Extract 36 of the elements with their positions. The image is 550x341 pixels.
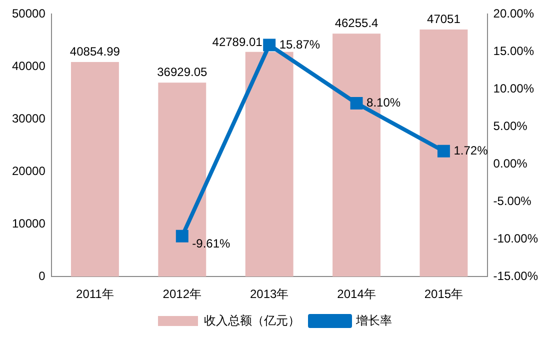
legend-label: 收入总额（亿元） — [204, 313, 300, 328]
y-tick-label: 20000 — [12, 164, 46, 178]
data-label: 46255.4 — [334, 16, 379, 30]
y-tick-label: 0 — [38, 268, 46, 283]
y-tick-label: 40000 — [12, 58, 46, 73]
x-tick-label: 2012年 — [162, 287, 202, 302]
x-tick-label: 2014年 — [337, 287, 376, 302]
y-tick-label: 30000 — [12, 111, 46, 126]
bar — [245, 52, 294, 277]
bar — [70, 62, 119, 277]
legend-label: 增长率 — [355, 313, 392, 328]
data-label: 8.10% — [366, 96, 401, 110]
data-label: 36929.05 — [157, 64, 208, 79]
y2-tick-label: -5.00% — [493, 194, 532, 208]
y2-tick-label: 10.00% — [493, 81, 534, 96]
point — [437, 144, 450, 158]
y-tick-label: 10000 — [12, 216, 46, 230]
y2-tick-label: 5.00% — [493, 118, 528, 133]
data-label: 47051 — [427, 12, 461, 26]
y2-tick-label: 15.00% — [493, 44, 534, 58]
y2-tick-label: -15.00% — [493, 268, 538, 283]
y2-tick-label: -10.00% — [493, 231, 538, 246]
data-label: 42789.01 — [212, 35, 263, 50]
y2-tick-label: 0.00% — [493, 156, 528, 170]
point — [350, 97, 363, 110]
point — [263, 38, 276, 52]
data-label: -9.61% — [192, 236, 230, 250]
data-label: 40854.99 — [70, 44, 120, 58]
x-tick-label: 2011年 — [76, 287, 114, 302]
data-label: 15.87% — [279, 37, 320, 52]
point — [176, 230, 188, 242]
x-tick-label: 2015年 — [424, 287, 464, 302]
y-tick-label: 50000 — [12, 6, 46, 20]
data-label: 1.72% — [454, 143, 488, 158]
x-tick-label: 2013年 — [250, 287, 289, 302]
y2-tick-label: 20.00% — [493, 6, 534, 20]
